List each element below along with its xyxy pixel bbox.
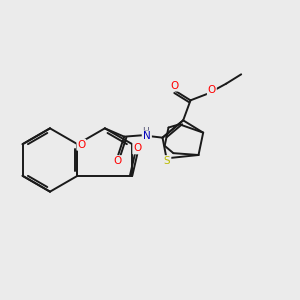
Text: N: N	[143, 131, 151, 141]
Text: O: O	[208, 85, 216, 95]
Text: O: O	[133, 143, 141, 154]
Text: S: S	[164, 156, 170, 166]
Text: O: O	[113, 156, 122, 166]
Text: O: O	[171, 81, 179, 91]
Text: O: O	[77, 140, 86, 150]
Text: H: H	[142, 127, 149, 136]
